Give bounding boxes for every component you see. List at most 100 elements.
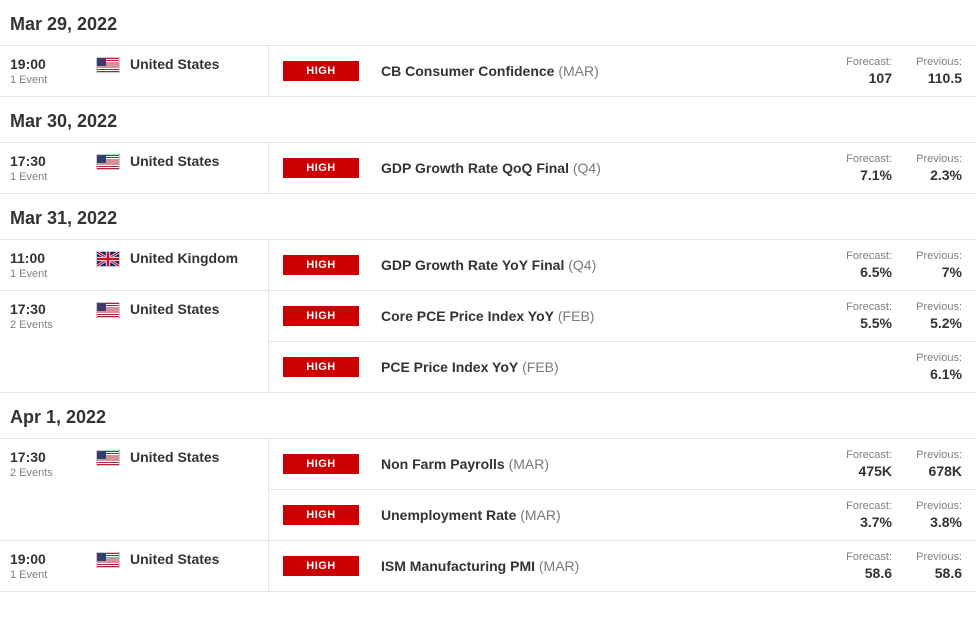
events-column: HIGHCB Consumer Confidence (MAR)Forecast… [268,46,976,96]
event-name: Non Farm Payrolls [381,456,505,472]
forecast-column: Forecast:58.6 [836,551,906,581]
country-column: United States [96,143,268,193]
impact-badge: HIGH [283,556,359,576]
previous-value: 6.1% [906,366,962,382]
event-title: GDP Growth Rate QoQ Final (Q4) [381,160,836,176]
country-column: United States [96,439,268,540]
country-name: United States [130,153,219,169]
country-name: United States [130,301,219,317]
time-column: 17:302 Events [0,439,96,540]
event-title: PCE Price Index YoY (FEB) [381,359,836,375]
forecast-label: Forecast: [836,56,892,68]
event-name: GDP Growth Rate QoQ Final [381,160,569,176]
event-time: 17:30 [10,449,86,465]
event-name: PCE Price Index YoY [381,359,518,375]
time-group: 17:30 1 Event United States HIGHGDP Growth … [0,143,976,194]
event-row[interactable]: HIGH PCE Price Index YoY (FEB) Previous: 6.… [269,341,976,392]
day-header: Mar 29, 2022 [0,0,976,46]
country-column: United States [96,291,268,392]
us-flag-icon [96,450,120,466]
time-column: 19:00 1 Event [0,46,96,96]
day-header: Mar 30, 2022 [0,97,976,143]
previous-value: 5.2% [906,315,962,331]
event-row[interactable]: HIGHGDP Growth Rate QoQ Final (Q4)Foreca… [269,143,976,193]
event-period: (FEB) [522,359,559,375]
previous-value: 58.6 [906,565,962,581]
forecast-label: Forecast: [836,250,892,262]
country-name: United States [130,56,219,72]
event-period: (MAR) [520,507,560,523]
forecast-value: 475K [836,463,892,479]
events-column: HIGH GDP Growth Rate YoY Final (Q4) Foreca… [268,240,976,290]
event-title: Core PCE Price Index YoY (FEB) [381,308,836,324]
previous-column: Previous: 6.1% [906,352,976,382]
day-header: Mar 31, 2022 [0,194,976,240]
event-count: 1 Event [10,569,86,581]
event-time: 19:00 [10,56,86,72]
previous-value: 678K [906,463,962,479]
previous-column: Previous: 58.6 [906,551,976,581]
country-column: United States [96,46,268,96]
country-name: United States [130,449,219,465]
us-flag-icon [96,57,120,73]
impact-badge: HIGH [283,255,359,275]
previous-label: Previous: [906,551,962,563]
previous-column: Previous: 678K [906,449,976,479]
previous-label: Previous: [906,352,962,364]
events-column: HIGHNon Farm Payrolls (MAR)Forecast:475K… [268,439,976,540]
event-count: 1 Event [10,171,86,183]
us-flag-icon [96,302,120,318]
time-group: 19:00 1 Event United States HIGHCB Consumer… [0,46,976,97]
event-period: (MAR) [539,558,579,574]
impact-badge: HIGH [283,357,359,377]
event-row[interactable]: HIGH ISM Manufacturing PMI (MAR) Forecast:… [269,541,976,591]
event-row[interactable]: HIGHUnemployment Rate (MAR)Forecast:3.7%… [269,489,976,540]
time-column: 19:00 1 Event [0,541,96,591]
forecast-value: 58.6 [836,565,892,581]
previous-column: Previous:3.8% [906,500,976,530]
event-time: 19:00 [10,551,86,567]
previous-value: 110.5 [906,70,962,86]
time-column: 11:001 Event [0,240,96,290]
country-column: United Kingdom [96,240,268,290]
forecast-label: Forecast: [836,500,892,512]
uk-flag-icon [96,251,120,267]
previous-label: Previous: [906,449,962,461]
event-row[interactable]: HIGHCore PCE Price Index YoY (FEB)Foreca… [269,291,976,341]
event-title: Non Farm Payrolls (MAR) [381,456,836,472]
event-period: (MAR) [558,63,598,79]
event-count: 1 Event [10,74,86,86]
event-row[interactable]: HIGHCB Consumer Confidence (MAR)Forecast… [269,46,976,96]
event-period: (Q4) [568,257,596,273]
forecast-value: 7.1% [836,167,892,183]
forecast-label: Forecast: [836,449,892,461]
event-time: 17:30 [10,153,86,169]
events-column: HIGH ISM Manufacturing PMI (MAR) Forecast:… [268,541,976,591]
event-period: (Q4) [573,160,601,176]
event-time: 17:30 [10,301,86,317]
country-column: United States [96,541,268,591]
event-name: Unemployment Rate [381,507,516,523]
forecast-column: Forecast:7.1% [836,153,906,183]
previous-label: Previous: [906,56,962,68]
events-column: HIGHGDP Growth Rate QoQ Final (Q4)Foreca… [268,143,976,193]
forecast-value: 107 [836,70,892,86]
previous-column: Previous:7% [906,250,976,280]
event-row[interactable]: HIGH GDP Growth Rate YoY Final (Q4) Foreca… [269,240,976,290]
forecast-column: Forecast:5.5% [836,301,906,331]
forecast-column: Forecast:6.5% [836,250,906,280]
time-group: 17:302 EventsUnited StatesHIGHNon Farm P… [0,439,976,541]
event-name: Core PCE Price Index YoY [381,308,554,324]
event-name: GDP Growth Rate YoY Final [381,257,564,273]
previous-column: Previous: 110.5 [906,56,976,86]
previous-column: Previous:5.2% [906,301,976,331]
us-flag-icon [96,154,120,170]
event-title: CB Consumer Confidence (MAR) [381,63,836,79]
event-name: ISM Manufacturing PMI [381,558,535,574]
country-name: United States [130,551,219,567]
forecast-value: 3.7% [836,514,892,530]
us-flag-icon [96,552,120,568]
previous-label: Previous: [906,250,962,262]
event-row[interactable]: HIGHNon Farm Payrolls (MAR)Forecast:475K… [269,439,976,489]
event-time: 11:00 [10,250,86,266]
